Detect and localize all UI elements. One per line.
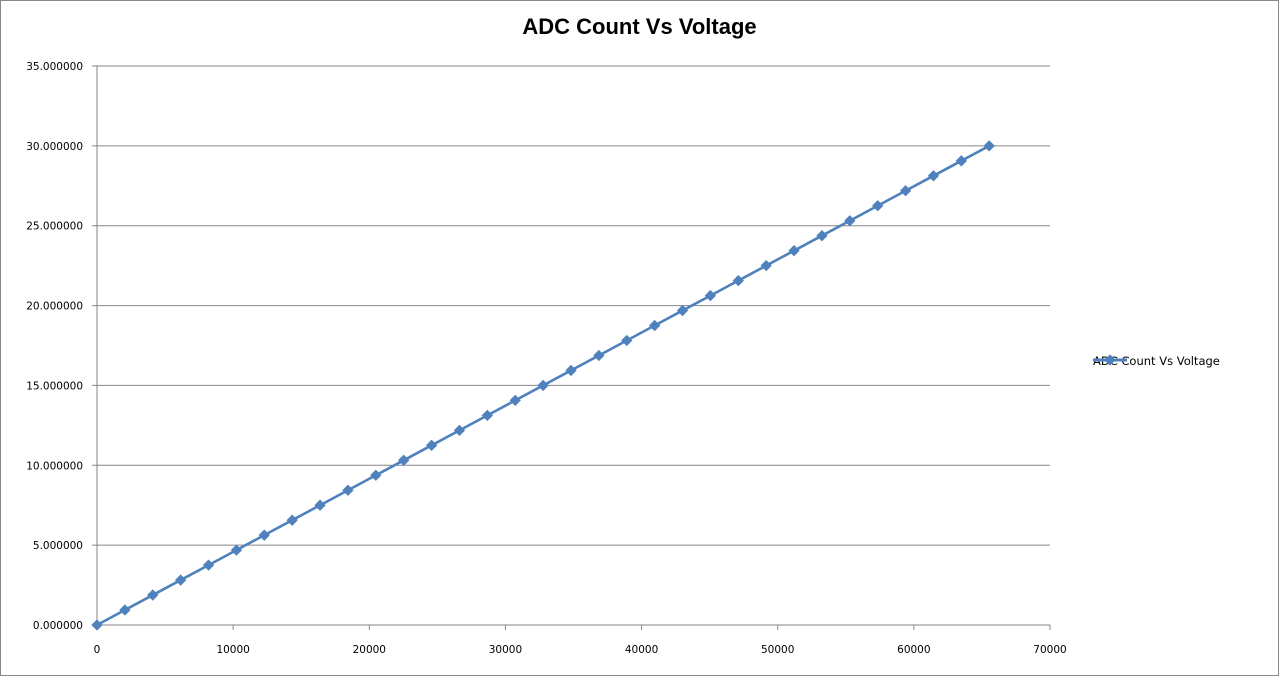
data-point-marker bbox=[147, 589, 159, 601]
data-point-marker bbox=[342, 484, 354, 496]
data-point-marker bbox=[537, 379, 549, 392]
data-point-marker bbox=[565, 364, 577, 377]
data-point-marker bbox=[425, 439, 438, 451]
data-point-marker bbox=[481, 409, 494, 422]
data-point-marker bbox=[816, 230, 828, 242]
data-point-marker bbox=[648, 319, 661, 332]
x-tick-label: 40000 bbox=[625, 644, 658, 656]
data-point-marker bbox=[955, 155, 968, 167]
data-point-marker bbox=[760, 259, 772, 272]
data-point-marker bbox=[286, 514, 298, 526]
y-tick-label: 10.000000 bbox=[26, 460, 83, 472]
data-point-marker bbox=[398, 454, 410, 466]
data-point-marker bbox=[314, 499, 326, 511]
data-point-marker bbox=[621, 334, 633, 347]
data-point-marker bbox=[844, 215, 856, 227]
data-point-marker bbox=[202, 559, 215, 571]
y-tick-label: 20.000000 bbox=[26, 301, 83, 313]
y-tick-label: 30.000000 bbox=[26, 141, 83, 153]
x-tick-label: 70000 bbox=[1033, 644, 1066, 656]
data-point-marker bbox=[788, 245, 800, 257]
legend: ADC Count Vs Voltage bbox=[1093, 354, 1220, 368]
legend-series-icon bbox=[1093, 354, 1127, 366]
x-tick-label: 50000 bbox=[761, 644, 794, 656]
x-tick-label: 10000 bbox=[216, 644, 249, 656]
data-point-marker bbox=[872, 200, 884, 212]
chart-title: ADC Count Vs Voltage bbox=[522, 14, 757, 39]
data-point-marker bbox=[453, 424, 466, 437]
data-point-marker bbox=[983, 140, 995, 152]
data-point-marker bbox=[258, 529, 270, 541]
y-tick-label: 15.000000 bbox=[26, 380, 83, 392]
x-tick-label: 60000 bbox=[897, 644, 930, 656]
y-tick-label: 35.000000 bbox=[26, 61, 83, 73]
data-point-marker bbox=[509, 394, 521, 407]
data-point-marker bbox=[593, 349, 605, 362]
data-point-marker bbox=[899, 185, 912, 197]
legend-label: ADC Count Vs Voltage bbox=[1093, 354, 1220, 368]
data-point-marker bbox=[119, 604, 131, 616]
y-tick-label: 5.000000 bbox=[33, 540, 83, 552]
data-point-marker bbox=[927, 170, 940, 182]
x-tick-label: 0 bbox=[94, 644, 101, 656]
data-point-marker bbox=[91, 619, 103, 631]
y-tick-label: 0.000000 bbox=[33, 620, 83, 632]
data-point-marker bbox=[370, 469, 382, 481]
data-point-marker bbox=[676, 304, 689, 317]
y-tick-label: 25.000000 bbox=[26, 221, 83, 233]
x-tick-label: 30000 bbox=[489, 644, 522, 656]
data-point-marker bbox=[704, 289, 717, 302]
data-point-marker bbox=[230, 544, 243, 556]
data-point-marker bbox=[732, 274, 744, 287]
data-point-marker bbox=[174, 574, 187, 586]
x-tick-label: 20000 bbox=[353, 644, 386, 656]
